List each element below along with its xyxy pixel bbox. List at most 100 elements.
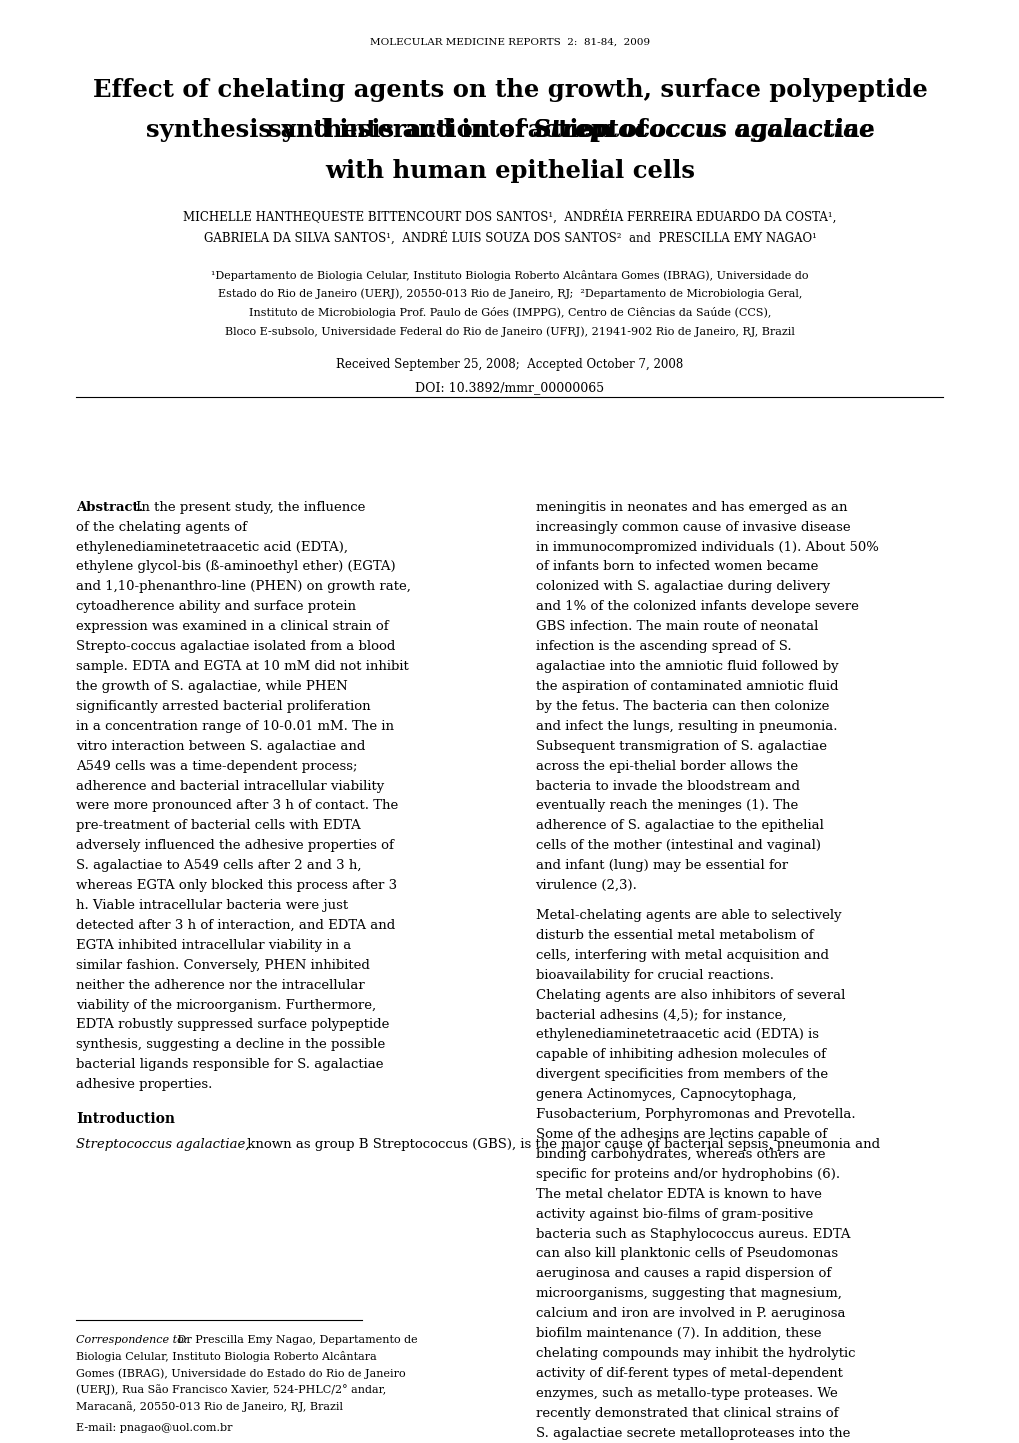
Text: known as group B Streptococcus (GBS), is the major cause of bacterial sepsis, pn: known as group B Streptococcus (GBS), is…: [243, 1139, 878, 1152]
Text: ethylenediaminetetraacetic acid (EDTA) is: ethylenediaminetetraacetic acid (EDTA) i…: [535, 1029, 817, 1042]
Text: eventually reach the meninges (1). The: eventually reach the meninges (1). The: [535, 799, 797, 812]
Text: and 1% of the colonized infants develope severe: and 1% of the colonized infants develope…: [535, 600, 858, 613]
Text: and 1,10-phenanthro-line (PHEN) on growth rate,: and 1,10-phenanthro-line (PHEN) on growt…: [76, 580, 411, 593]
Text: infection is the ascending spread of S.: infection is the ascending spread of S.: [535, 641, 791, 654]
Text: chelating compounds may inhibit the hydrolytic: chelating compounds may inhibit the hydr…: [535, 1348, 854, 1361]
Text: enzymes, such as metallo-type proteases. We: enzymes, such as metallo-type proteases.…: [535, 1387, 837, 1400]
Text: Subsequent transmigration of S. agalactiae: Subsequent transmigration of S. agalacti…: [535, 740, 825, 753]
Text: bacteria to invade the bloodstream and: bacteria to invade the bloodstream and: [535, 779, 799, 792]
Text: EGTA inhibited intracellular viability in a: EGTA inhibited intracellular viability i…: [76, 939, 352, 952]
Text: Fusobacterium, Porphyromonas and Prevotella.: Fusobacterium, Porphyromonas and Prevote…: [535, 1108, 854, 1121]
Text: and infect the lungs, resulting in pneumonia.: and infect the lungs, resulting in pneum…: [535, 720, 837, 733]
Text: virulence (2,3).: virulence (2,3).: [535, 879, 637, 892]
Text: adherence and bacterial intracellular viability: adherence and bacterial intracellular vi…: [76, 779, 384, 792]
Text: cells, interfering with metal acquisition and: cells, interfering with metal acquisitio…: [535, 949, 827, 962]
Text: calcium and iron are involved in P. aeruginosa: calcium and iron are involved in P. aeru…: [535, 1307, 844, 1320]
Text: by the fetus. The bacteria can then colonize: by the fetus. The bacteria can then colo…: [535, 700, 828, 713]
Text: adhesive properties.: adhesive properties.: [76, 1078, 213, 1091]
Text: ethylenediaminetetraacetic acid (EDTA),: ethylenediaminetetraacetic acid (EDTA),: [76, 541, 348, 554]
Text: expression was examined in a clinical strain of: expression was examined in a clinical st…: [76, 620, 388, 633]
Text: capable of inhibiting adhesion molecules of: capable of inhibiting adhesion molecules…: [535, 1048, 824, 1062]
Text: whereas EGTA only blocked this process after 3: whereas EGTA only blocked this process a…: [76, 879, 397, 892]
Text: Dr Prescilla Emy Nagao, Departamento de: Dr Prescilla Emy Nagao, Departamento de: [173, 1335, 417, 1345]
Text: specific for proteins and/or hydrophobins (6).: specific for proteins and/or hydrophobin…: [535, 1167, 839, 1180]
Text: viability of the microorganism. Furthermore,: viability of the microorganism. Furtherm…: [76, 999, 376, 1012]
Text: Correspondence to:: Correspondence to:: [76, 1335, 187, 1345]
Text: ¹Departamento de Biologia Celular, Instituto Biologia Roberto Alcântara Gomes (I: ¹Departamento de Biologia Celular, Insti…: [211, 270, 808, 281]
Text: Strepto-coccus agalactiae isolated from a blood: Strepto-coccus agalactiae isolated from …: [76, 641, 395, 654]
Text: DOI: 10.3892/mmr_00000065: DOI: 10.3892/mmr_00000065: [415, 381, 604, 394]
Text: S. agalactiae to A549 cells after 2 and 3 h,: S. agalactiae to A549 cells after 2 and …: [76, 859, 362, 872]
Text: In the present study, the influence: In the present study, the influence: [137, 501, 366, 514]
Text: MICHELLE HANTHEQUESTE BITTENCOURT DOS SANTOS¹,  ANDRÉIA FERREIRA EDUARDO DA COST: MICHELLE HANTHEQUESTE BITTENCOURT DOS SA…: [183, 209, 836, 224]
Text: aeruginosa and causes a rapid dispersion of: aeruginosa and causes a rapid dispersion…: [535, 1267, 829, 1280]
Text: Biologia Celular, Instituto Biologia Roberto Alcântara: Biologia Celular, Instituto Biologia Rob…: [76, 1351, 377, 1362]
Text: bioavailability for crucial reactions.: bioavailability for crucial reactions.: [535, 968, 772, 981]
Text: microorganisms, suggesting that magnesium,: microorganisms, suggesting that magnesiu…: [535, 1287, 841, 1300]
Text: cells of the mother (intestinal and vaginal): cells of the mother (intestinal and vagi…: [535, 840, 819, 853]
Text: colonized with S. agalactiae during delivery: colonized with S. agalactiae during deli…: [535, 580, 828, 593]
Text: Maracanã, 20550-013 Rio de Janeiro, RJ, Brazil: Maracanã, 20550-013 Rio de Janeiro, RJ, …: [76, 1401, 343, 1413]
Text: bacterial adhesins (4,5); for instance,: bacterial adhesins (4,5); for instance,: [535, 1009, 786, 1022]
Text: S. agalactiae secrete metalloproteases into the: S. agalactiae secrete metalloproteases i…: [535, 1427, 849, 1440]
Text: bacteria such as Staphylococcus aureus. EDTA: bacteria such as Staphylococcus aureus. …: [535, 1228, 849, 1241]
Text: Estado do Rio de Janeiro (UERJ), 20550-013 Rio de Janeiro, RJ;  ²Departamento de: Estado do Rio de Janeiro (UERJ), 20550-0…: [218, 289, 801, 299]
Text: binding carbohydrates, whereas others are: binding carbohydrates, whereas others ar…: [535, 1149, 824, 1162]
Text: in a concentration range of 10-0.01 mM. The in: in a concentration range of 10-0.01 mM. …: [76, 720, 394, 733]
Text: GABRIELA DA SILVA SANTOS¹,  ANDRÉ LUIS SOUZA DOS SANTOS²  and  PRESCILLA EMY NAG: GABRIELA DA SILVA SANTOS¹, ANDRÉ LUIS SO…: [204, 231, 815, 245]
Text: Received September 25, 2008;  Accepted October 7, 2008: Received September 25, 2008; Accepted Oc…: [336, 358, 683, 371]
Text: significantly arrested bacterial proliferation: significantly arrested bacterial prolife…: [76, 700, 371, 713]
Text: bacterial ligands responsible for S. agalactiae: bacterial ligands responsible for S. aga…: [76, 1058, 383, 1071]
Text: Streptococcus agalactiae: Streptococcus agalactiae: [532, 118, 873, 143]
Text: the aspiration of contaminated amniotic fluid: the aspiration of contaminated amniotic …: [535, 680, 838, 693]
Text: EDTA robustly suppressed surface polypeptide: EDTA robustly suppressed surface polypep…: [76, 1019, 389, 1032]
Text: adherence of S. agalactiae to the epithelial: adherence of S. agalactiae to the epithe…: [535, 820, 822, 833]
Text: Introduction: Introduction: [76, 1113, 175, 1126]
Text: of the chelating agents of: of the chelating agents of: [76, 521, 248, 534]
Text: neither the adherence nor the intracellular: neither the adherence nor the intracellu…: [76, 978, 365, 991]
Text: disturb the essential metal metabolism of: disturb the essential metal metabolism o…: [535, 929, 812, 942]
Text: synthesis, suggesting a decline in the possible: synthesis, suggesting a decline in the p…: [76, 1039, 385, 1052]
Text: of infants born to infected women became: of infants born to infected women became: [535, 560, 817, 573]
Text: h. Viable intracellular bacteria were just: h. Viable intracellular bacteria were ju…: [76, 899, 348, 912]
Text: pre-treatment of bacterial cells with EDTA: pre-treatment of bacterial cells with ED…: [76, 820, 361, 833]
Text: were more pronounced after 3 h of contact. The: were more pronounced after 3 h of contac…: [76, 799, 398, 812]
Text: in immunocompromized individuals (1). About 50%: in immunocompromized individuals (1). Ab…: [535, 541, 877, 554]
Text: Streptococcus agalactiae,: Streptococcus agalactiae,: [76, 1139, 250, 1152]
Text: agalactiae into the amniotic fluid followed by: agalactiae into the amniotic fluid follo…: [535, 659, 838, 672]
Text: ethylene glycol-bis (ß-aminoethyl ether) (EGTA): ethylene glycol-bis (ß-aminoethyl ether)…: [76, 560, 395, 573]
Text: across the epi-thelial border allows the: across the epi-thelial border allows the: [535, 759, 797, 772]
Text: GBS infection. The main route of neonatal: GBS infection. The main route of neonata…: [535, 620, 817, 633]
Text: synthesis and interaction of: synthesis and interaction of: [268, 118, 655, 143]
Text: increasingly common cause of invasive disease: increasingly common cause of invasive di…: [535, 521, 849, 534]
Text: A549 cells was a time-dependent process;: A549 cells was a time-dependent process;: [76, 759, 358, 772]
Text: similar fashion. Conversely, PHEN inhibited: similar fashion. Conversely, PHEN inhibi…: [76, 958, 370, 971]
Text: Chelating agents are also inhibitors of several: Chelating agents are also inhibitors of …: [535, 988, 844, 1001]
Text: with human epithelial cells: with human epithelial cells: [325, 159, 694, 183]
Text: detected after 3 h of interaction, and EDTA and: detected after 3 h of interaction, and E…: [76, 919, 395, 932]
Text: and infant (lung) may be essential for: and infant (lung) may be essential for: [535, 859, 787, 872]
Text: The metal chelator EDTA is known to have: The metal chelator EDTA is known to have: [535, 1188, 820, 1201]
Text: activity against bio-films of gram-positive: activity against bio-films of gram-posit…: [535, 1208, 812, 1221]
Text: Metal-chelating agents are able to selectively: Metal-chelating agents are able to selec…: [535, 909, 841, 922]
Text: MOLECULAR MEDICINE REPORTS  2:  81-84,  2009: MOLECULAR MEDICINE REPORTS 2: 81-84, 200…: [370, 38, 649, 46]
Text: can also kill planktonic cells of Pseudomonas: can also kill planktonic cells of Pseudo…: [535, 1247, 837, 1261]
Text: E-mail: pnagao@uol.com.br: E-mail: pnagao@uol.com.br: [76, 1423, 232, 1433]
Text: cytoadherence ability and surface protein: cytoadherence ability and surface protei…: [76, 600, 357, 613]
Text: biofilm maintenance (7). In addition, these: biofilm maintenance (7). In addition, th…: [535, 1328, 820, 1341]
Text: sample. EDTA and EGTA at 10 mM did not inhibit: sample. EDTA and EGTA at 10 mM did not i…: [76, 659, 409, 672]
Text: Bloco E-subsolo, Universidade Federal do Rio de Janeiro (UFRJ), 21941-902 Rio de: Bloco E-subsolo, Universidade Federal do…: [225, 326, 794, 336]
Text: synthesis and interaction of Streptococcus agalactiae: synthesis and interaction of Streptococc…: [146, 118, 873, 143]
Text: (UERJ), Rua São Francisco Xavier, 524-PHLC/2° andar,: (UERJ), Rua São Francisco Xavier, 524-PH…: [76, 1385, 386, 1395]
Text: vitro interaction between S. agalactiae and: vitro interaction between S. agalactiae …: [76, 740, 366, 753]
Text: divergent specificities from members of the: divergent specificities from members of …: [535, 1068, 826, 1081]
Text: genera Actinomyces, Capnocytophaga,: genera Actinomyces, Capnocytophaga,: [535, 1088, 795, 1101]
Text: activity of dif-ferent types of metal-dependent: activity of dif-ferent types of metal-de…: [535, 1367, 842, 1380]
Text: Gomes (IBRAG), Universidade do Estado do Rio de Janeiro: Gomes (IBRAG), Universidade do Estado do…: [76, 1368, 406, 1378]
Text: Abstract.: Abstract.: [76, 501, 144, 514]
Text: Effect of chelating agents on the growth, surface polypeptide: Effect of chelating agents on the growth…: [93, 78, 926, 102]
Text: recently demonstrated that clinical strains of: recently demonstrated that clinical stra…: [535, 1407, 838, 1420]
Text: adversely influenced the adhesive properties of: adversely influenced the adhesive proper…: [76, 840, 394, 853]
Text: Some of the adhesins are lectins capable of: Some of the adhesins are lectins capable…: [535, 1128, 825, 1141]
Text: the growth of S. agalactiae, while PHEN: the growth of S. agalactiae, while PHEN: [76, 680, 347, 693]
